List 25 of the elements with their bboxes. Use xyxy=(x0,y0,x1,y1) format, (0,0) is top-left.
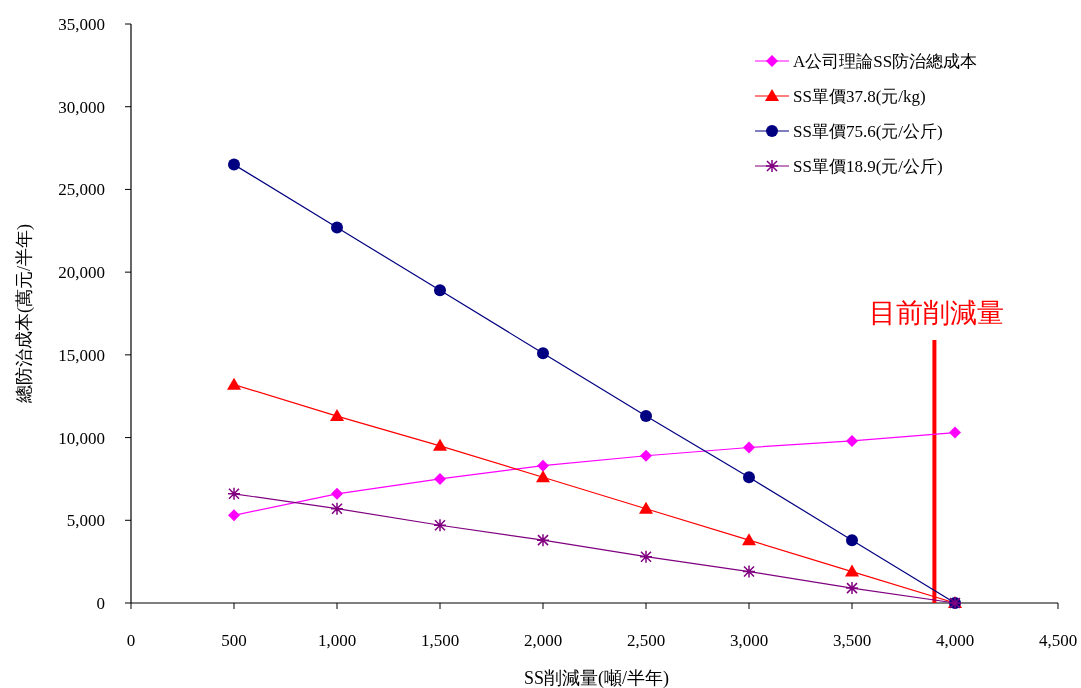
y-tick-label: 25,000 xyxy=(58,180,105,200)
x-tick-label: 1,500 xyxy=(420,631,460,650)
x-tick-label: 3,000 xyxy=(729,631,769,650)
legend-label: SS單價75.6(元/公斤) xyxy=(793,122,943,141)
x-tick-label: 4,500 xyxy=(1038,631,1078,650)
x-tick-label: 2,000 xyxy=(523,631,563,650)
x-tick-label: 3,500 xyxy=(832,631,872,650)
y-tick-label: 5,000 xyxy=(66,511,105,531)
y-tick-label: 0 xyxy=(96,594,105,613)
legend-label: SS單價18.9(元/公斤) xyxy=(793,157,943,176)
ref-line-label: 目前削減量 xyxy=(868,298,1004,328)
x-tick-label: 2,500 xyxy=(626,631,666,650)
y-tick-label: 15,000 xyxy=(58,345,105,365)
x-tick-label: 1,000 xyxy=(317,631,357,650)
y-tick-label: 30,000 xyxy=(58,97,105,117)
x-tick-label: 500 xyxy=(221,631,247,650)
y-tick-label: 35,000 xyxy=(58,15,105,34)
x-axis-title: SS削減量(噸/半年) xyxy=(523,668,670,688)
x-tick-label: 4,000 xyxy=(935,631,975,650)
x-tick-label: 0 xyxy=(126,631,136,650)
y-axis-title: 總防治成本(萬元/半年) xyxy=(14,224,35,404)
y-tick-label: 10,000 xyxy=(58,428,105,448)
legend-label: A公司理論SS防治總成本 xyxy=(793,52,978,71)
y-tick-label: 20,000 xyxy=(58,263,105,283)
legend-label: SS單價37.8(元/kg) xyxy=(793,87,926,106)
